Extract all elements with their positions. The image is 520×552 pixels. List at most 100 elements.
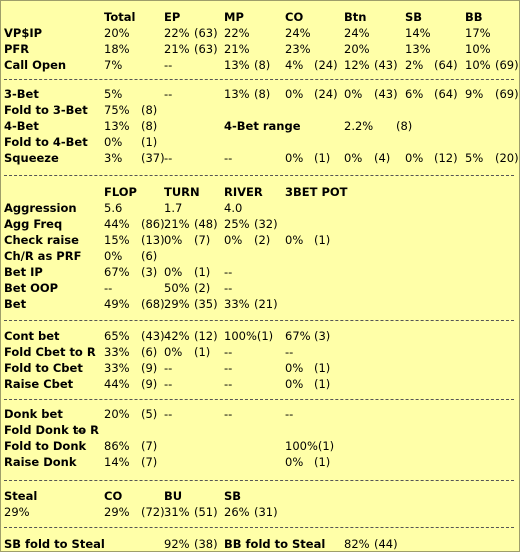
row-label: VP$IP [4, 26, 43, 40]
row-label: Donk bet [4, 407, 63, 421]
stat-value: 0% [285, 377, 304, 391]
stat-value: (1) [314, 151, 331, 165]
stat-value: (12) [434, 151, 458, 165]
stat-value: (1) [314, 455, 331, 469]
row-label: Bet OOP [4, 281, 59, 295]
stat-value: (1) [314, 361, 331, 375]
stat-value: 1.7 [164, 201, 183, 215]
stat-value: (43) [141, 329, 165, 343]
column-header: BB [465, 10, 483, 24]
stat-value: 65% [104, 329, 130, 343]
stat-value: (7) [141, 455, 158, 469]
row-label: Call Open [4, 58, 67, 72]
stat-value: 6% [405, 87, 424, 101]
row-label: Fold Cbet to R [4, 345, 96, 359]
stat-value: 44% [104, 377, 130, 391]
stat-value: (32) [254, 217, 278, 231]
row-label: Bet IP [4, 265, 43, 279]
stat-value: (72) [141, 505, 165, 519]
stat-value: 24% [344, 26, 370, 40]
stat-value: 20% [104, 407, 130, 421]
stat-value: 21% [224, 42, 250, 56]
stat-value: (6) [141, 345, 158, 359]
stat-value: 18% [104, 42, 130, 56]
stat-value: (1) [314, 233, 331, 247]
stat-value: 20% [104, 26, 130, 40]
stat-value: -- [164, 361, 173, 375]
stat-value: 0% [224, 233, 243, 247]
stat-value: 13% [224, 87, 250, 101]
stat-value: (63) [194, 42, 218, 56]
stat-value: (43) [374, 87, 398, 101]
stat-value: (64) [434, 58, 458, 72]
stat-value: -- [224, 151, 233, 165]
row-label: 3-Bet [4, 87, 39, 101]
column-header: Total [104, 10, 136, 24]
stat-value: 0% [285, 87, 304, 101]
stat-value: (8) [141, 119, 158, 133]
stat-value: 0% [344, 87, 363, 101]
stat-value: 13% [104, 119, 130, 133]
stat-value: 86% [104, 439, 130, 453]
stat-value: 75% [104, 103, 130, 117]
stat-value: -- [285, 407, 294, 421]
column-header: 3BET POT [285, 185, 348, 199]
stat-value: (63) [194, 26, 218, 40]
stat-value: 7% [104, 58, 123, 72]
stat-value: -- [285, 345, 294, 359]
stat-value: 17% [465, 26, 491, 40]
stat-value: 5.6 [104, 201, 123, 215]
stat-value: 29% [164, 297, 190, 311]
stat-value: (1) [194, 265, 211, 279]
stat-value: 0% [164, 345, 183, 359]
stat-value: 50% [164, 281, 190, 295]
stat-value: 3% [104, 151, 123, 165]
stat-value: (6) [141, 249, 158, 263]
stat-value: -- [224, 407, 233, 421]
stat-value: 10% [465, 58, 491, 72]
row-label: Fold Donk to R [4, 423, 100, 437]
stat-value: 20% [344, 42, 370, 56]
stat-value: -- [76, 423, 85, 437]
stat-value: 82% [344, 537, 370, 551]
row-label: Aggression [4, 201, 77, 215]
column-header: BU [164, 489, 183, 503]
stat-value: 0% [285, 361, 304, 375]
row-label: Raise Donk [4, 455, 77, 469]
range-label: 4-Bet range [224, 119, 301, 133]
stat-value: 67% [104, 265, 130, 279]
stat-value: 0% [344, 151, 363, 165]
stat-value: (21) [254, 297, 278, 311]
section-separator [4, 527, 514, 528]
stat-value: (8) [254, 58, 271, 72]
row-label: BB fold to Steal [224, 537, 326, 551]
stat-value: 5% [104, 87, 123, 101]
row-label: 4-Bet [4, 119, 39, 133]
section-separator [4, 320, 514, 321]
stat-value: (2) [194, 281, 211, 295]
stat-value: 24% [285, 26, 311, 40]
stat-value: (37) [141, 151, 165, 165]
stat-value: 4% [285, 58, 304, 72]
row-label: Ch/R as PRF [4, 249, 82, 263]
stat-value: (1) [314, 377, 331, 391]
section-separator [4, 399, 514, 400]
stat-value: 14% [405, 26, 431, 40]
row-label: SB fold to Steal [4, 537, 105, 551]
stat-value: 13% [405, 42, 431, 56]
stat-value: -- [224, 345, 233, 359]
row-label: Raise Cbet [4, 377, 74, 391]
column-header: EP [164, 10, 181, 24]
stat-value: (1) [141, 135, 158, 149]
stat-value: 33% [104, 345, 130, 359]
column-header: SB [224, 489, 242, 503]
section-separator [4, 79, 514, 80]
column-header: Btn [344, 10, 367, 24]
stat-value: 9% [465, 87, 484, 101]
stat-value: 2.2% [344, 119, 374, 133]
stat-value: 44% [104, 217, 130, 231]
stat-value: 2% [405, 58, 424, 72]
stat-value: 29% [4, 505, 30, 519]
stat-value: 25% [224, 217, 250, 231]
stat-value: 67% [285, 329, 311, 343]
